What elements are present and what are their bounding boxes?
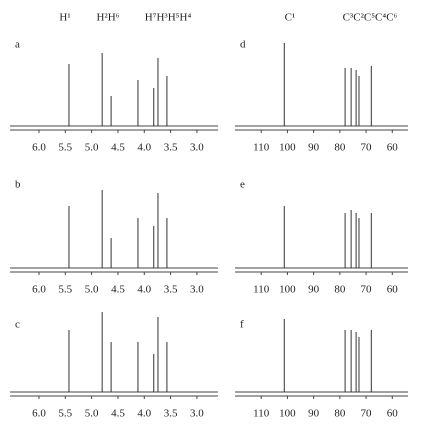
x-tick-label: 80	[334, 408, 346, 420]
x-tick-label: 70	[361, 284, 373, 296]
x-tick-label: 4.0	[137, 142, 151, 154]
x-tick-label: 5.0	[85, 142, 99, 154]
x-tick-label: 4.5	[111, 142, 125, 154]
x-tick-label: 100	[279, 142, 296, 154]
x-tick-label: 60	[387, 142, 399, 154]
x-tick-label: 4.5	[111, 408, 125, 420]
peak-assignment: C³C²C⁵C⁴C⁶	[343, 12, 398, 24]
x-tick-label: 80	[334, 284, 346, 296]
x-tick-label: 4.0	[137, 284, 151, 296]
x-tick-label: 3.5	[164, 142, 178, 154]
x-tick-label: 110	[253, 284, 270, 296]
x-tick-label: 110	[253, 142, 270, 154]
x-tick-label: 5.5	[58, 408, 72, 420]
panel-label: e	[240, 179, 245, 191]
x-tick-label: 110	[253, 408, 270, 420]
x-tick-label: 90	[308, 142, 320, 154]
x-tick-label: 60	[387, 408, 399, 420]
x-tick-label: 5.0	[85, 284, 99, 296]
x-tick-label: 3.0	[190, 284, 204, 296]
x-tick-label: 80	[334, 142, 346, 154]
panel-label: a	[15, 39, 20, 51]
x-tick-label: 3.5	[164, 408, 178, 420]
panel-label: b	[15, 179, 21, 191]
x-tick-label: 3.0	[190, 142, 204, 154]
x-tick-label: 6.0	[32, 142, 46, 154]
x-tick-label: 6.0	[32, 284, 46, 296]
x-tick-label: 70	[361, 408, 373, 420]
x-tick-label: 6.0	[32, 408, 46, 420]
x-tick-label: 60	[387, 284, 399, 296]
peak-assignment: H⁷H³H⁵H⁴	[145, 12, 192, 24]
x-tick-label: 3.5	[164, 284, 178, 296]
peak-assignment: H¹	[59, 12, 70, 24]
x-tick-label: 4.5	[111, 284, 125, 296]
panel-label: d	[240, 39, 246, 51]
x-tick-label: 100	[279, 408, 296, 420]
peak-assignment: C¹	[285, 12, 296, 24]
x-tick-label: 3.0	[190, 408, 204, 420]
panel-label: c	[15, 319, 20, 331]
x-tick-label: 5.0	[85, 408, 99, 420]
x-tick-label: 5.5	[58, 284, 72, 296]
x-tick-label: 70	[361, 142, 373, 154]
peak-assignment: H²H⁶	[96, 12, 119, 24]
x-tick-label: 90	[308, 284, 320, 296]
x-tick-label: 100	[279, 284, 296, 296]
x-tick-label: 4.0	[137, 408, 151, 420]
x-tick-label: 90	[308, 408, 320, 420]
x-tick-label: 5.5	[58, 142, 72, 154]
panel-label: f	[240, 319, 244, 331]
